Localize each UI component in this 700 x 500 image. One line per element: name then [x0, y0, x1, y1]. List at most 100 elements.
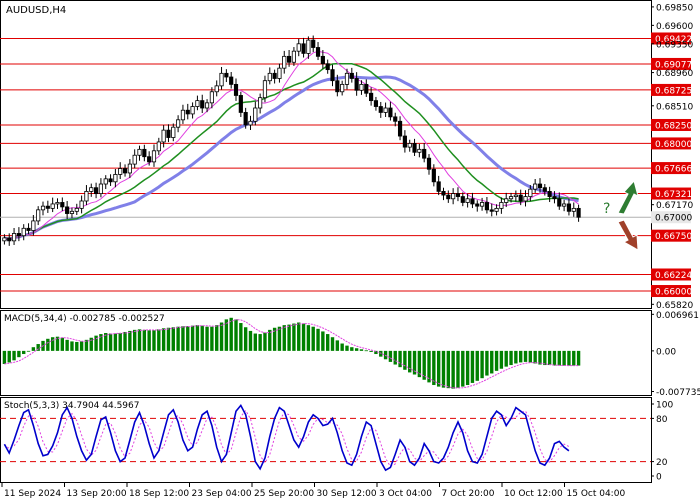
candle-body — [465, 198, 470, 203]
candle-body — [21, 227, 26, 237]
candle-body — [330, 69, 335, 82]
level-label-bg — [651, 83, 691, 96]
x-tick-label: 3 Oct 04:00 — [379, 489, 432, 499]
stoch-signal-line — [4, 409, 570, 468]
candle-body — [388, 107, 393, 118]
candle-body — [214, 85, 219, 93]
macd-bar — [514, 350, 518, 364]
macd-bar — [311, 326, 315, 351]
candle-body — [547, 190, 552, 197]
macd-y-ticks: 0.006961 0.00 -0.007735 — [651, 311, 700, 398]
y-tick-label: 0.69850 — [656, 3, 693, 13]
macd-y-tick-label: 0.006961 — [656, 311, 699, 321]
macd-bar — [374, 350, 378, 355]
macd-bar — [518, 350, 523, 363]
x-tick-label: 25 Sep 20:00 — [254, 489, 314, 499]
level-label: 0.69077 — [655, 60, 692, 70]
macd-bar — [75, 341, 79, 351]
macd-bar — [142, 329, 147, 351]
macd-bar — [562, 350, 566, 366]
macd-bar — [509, 350, 513, 366]
candle-body — [118, 168, 123, 175]
candle-body — [26, 227, 31, 231]
x-tick-label: 30 Sep 12:00 — [317, 489, 377, 499]
macd-bar — [572, 350, 576, 366]
y-tick-label: 0.65820 — [656, 301, 693, 311]
candle-body — [166, 129, 171, 138]
macd-bar — [480, 350, 484, 379]
candle-body — [7, 237, 12, 242]
candle-body — [98, 183, 104, 195]
macd-bar — [364, 350, 368, 352]
macd-bar — [128, 330, 132, 351]
ma-fast-line — [4, 50, 579, 240]
macd-bar — [321, 331, 325, 351]
candle-body — [407, 143, 412, 148]
macd-bar — [446, 350, 451, 389]
macd-bar — [306, 325, 311, 351]
macd-bar — [147, 330, 151, 351]
candle-body — [393, 116, 398, 122]
macd-bar — [557, 350, 561, 366]
moving-averages — [3, 50, 579, 241]
candle-body — [422, 148, 427, 159]
macd-bar — [504, 350, 508, 367]
macd-bar — [388, 350, 393, 362]
macd-y-tick-label: 0.00 — [656, 347, 676, 357]
candle-body — [306, 39, 311, 54]
macd-bar — [408, 350, 412, 373]
macd-bar — [393, 350, 397, 365]
level-label-bg — [651, 162, 691, 175]
stoch-main-line — [3, 403, 570, 472]
macd-bar — [50, 337, 55, 351]
candle-body — [267, 72, 272, 82]
macd-bar — [475, 350, 479, 381]
candle-body — [349, 72, 354, 79]
stoch-y-tick-label: 80 — [656, 415, 668, 425]
macd-bar — [84, 339, 89, 351]
candle-body — [562, 203, 567, 207]
macd-bar — [335, 340, 340, 351]
candle-body — [451, 193, 456, 200]
candle-body — [200, 100, 205, 109]
stoch-y-tick-label: 0 — [656, 473, 662, 483]
macd-bar — [132, 329, 137, 351]
candle-body — [373, 100, 379, 107]
candle-body — [89, 187, 94, 192]
macd-bar — [287, 324, 291, 351]
macd-bar — [422, 350, 426, 380]
macd-bar — [533, 350, 537, 364]
candle-body — [340, 83, 345, 93]
macd-bar — [412, 350, 417, 375]
macd-bar — [22, 350, 26, 355]
candle-body — [417, 148, 422, 153]
candle-body — [219, 72, 224, 87]
candle-body — [296, 43, 301, 52]
y-tick-label: 0.68510 — [656, 102, 693, 112]
candle-body — [523, 196, 528, 202]
macd-bar — [277, 326, 282, 351]
macd-bar — [538, 350, 542, 365]
price-candles — [2, 35, 581, 246]
level-label: 0.68250 — [655, 121, 692, 131]
macd-bar — [94, 335, 98, 351]
candle-body — [479, 202, 485, 207]
candle-body — [31, 220, 36, 231]
macd-signal-path — [4, 319, 579, 389]
candle-body — [161, 129, 166, 143]
candle-body — [537, 183, 543, 189]
candle-body — [190, 106, 195, 115]
macd-bar — [543, 350, 547, 366]
macd-bar — [219, 322, 224, 351]
candle-body — [65, 206, 70, 214]
candle-body — [11, 233, 17, 242]
macd-bar — [297, 322, 301, 351]
candle-body — [113, 174, 118, 183]
macd-histogram — [2, 317, 581, 389]
macd-bar — [490, 350, 494, 374]
candle-body — [229, 76, 234, 85]
macd-bar — [7, 350, 11, 363]
candle-body — [397, 120, 403, 137]
level-label-bg — [651, 57, 691, 70]
